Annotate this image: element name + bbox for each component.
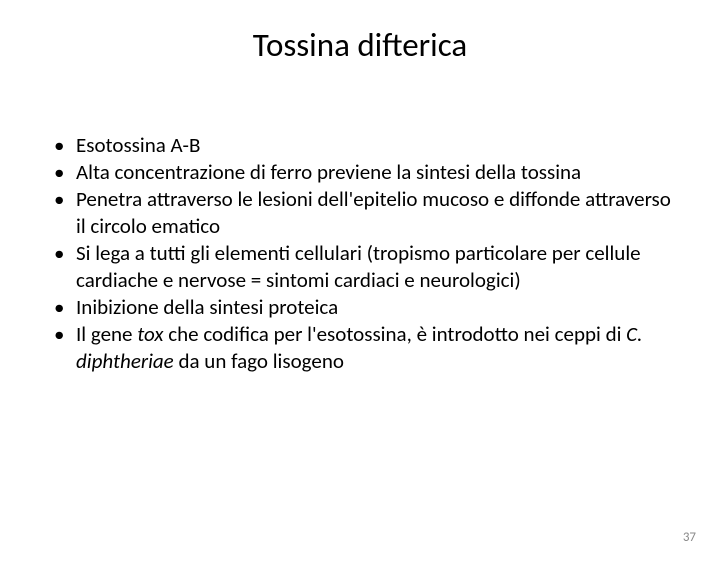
list-item: Penetra attraverso le lesioni dell'epite… [76, 186, 671, 240]
slide: { "title": { "text": "Tossina difterica"… [0, 25, 720, 565]
page-number: 37 [683, 530, 696, 545]
list-item: Esotossina A-B [76, 132, 671, 159]
list-item: Alta concentrazione di ferro previene la… [76, 159, 671, 186]
list-item: Il gene tox che codifica per l'esotossin… [76, 321, 671, 375]
list-item: Si lega a tutti gli elementi cellulari (… [76, 240, 671, 294]
list-item: Inibizione della sintesi proteica [76, 294, 671, 321]
bullet-list: Esotossina A-B Alta concentrazione di fe… [76, 132, 671, 375]
slide-title: Tossina difterica [0, 25, 720, 65]
